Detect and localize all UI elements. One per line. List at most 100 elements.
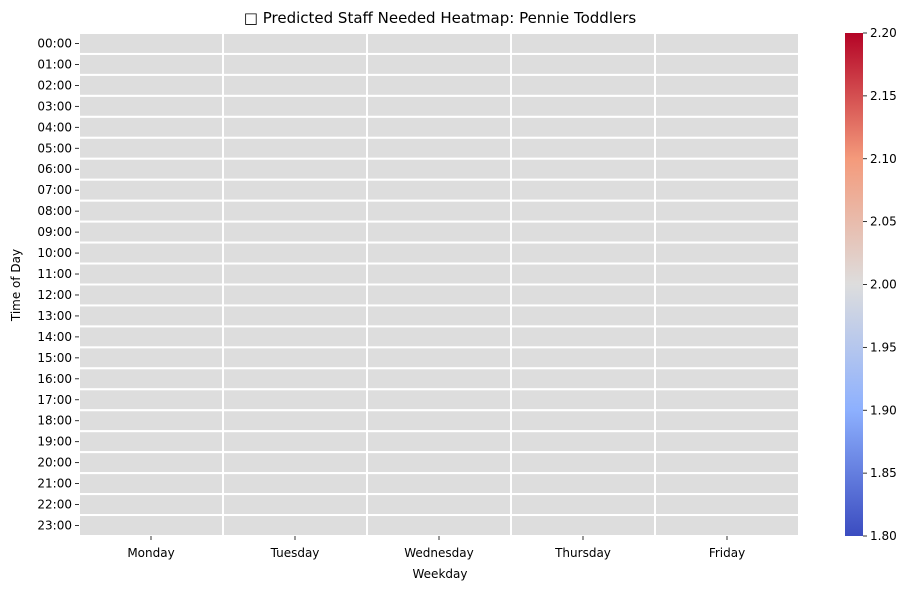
heatmap-cell [78, 472, 224, 496]
heatmap-cell [366, 409, 512, 433]
heatmap-cell [78, 493, 224, 517]
y-axis-label: Time of Day [9, 249, 23, 322]
heatmap-cell [366, 136, 512, 160]
heatmap-cell [222, 220, 368, 244]
heatmap-cell [366, 241, 512, 265]
y-tick-label: 14:00 [37, 330, 72, 344]
y-tick-label: 23:00 [37, 519, 72, 533]
y-tick-label: 19:00 [37, 435, 72, 449]
heatmap-cell [366, 283, 512, 307]
heatmap-cell [510, 388, 656, 412]
heatmap-cell [222, 94, 368, 118]
heatmap-cell [366, 367, 512, 391]
y-tick-label: 02:00 [37, 78, 72, 92]
y-tick-label: 10:00 [37, 246, 72, 260]
heatmap-cell [366, 262, 512, 286]
heatmap-cell [654, 409, 800, 433]
heatmap-cell [78, 325, 224, 349]
y-tick-label: 21:00 [37, 477, 72, 491]
heatmap-cell [654, 136, 800, 160]
heatmap-cell [222, 409, 368, 433]
heatmap-cell [510, 493, 656, 517]
y-tick-label: 01:00 [37, 57, 72, 71]
heatmap-cell [510, 136, 656, 160]
chart-title: □ Predicted Staff Needed Heatmap: Pennie… [244, 9, 637, 27]
heatmap-cell [510, 199, 656, 223]
heatmap-cells [78, 32, 800, 538]
heatmap-cell [366, 94, 512, 118]
heatmap-cell [222, 283, 368, 307]
heatmap-cell [78, 52, 224, 76]
heatmap-cell [654, 430, 800, 454]
heatmap-cell [510, 409, 656, 433]
y-tick-label: 22:00 [37, 498, 72, 512]
colorbar-ticks: 1.80 1.85 1.90 1.95 2.00 2.05 2.10 2.15 2.20 [863, 26, 897, 543]
heatmap-cell [510, 262, 656, 286]
colorbar-tick-label: 1.95 [870, 340, 897, 354]
heatmap-cell [366, 32, 512, 55]
heatmap-cell [510, 283, 656, 307]
heatmap-cell [366, 514, 512, 538]
y-tick-label: 07:00 [37, 183, 72, 197]
heatmap-cell [366, 115, 512, 139]
heatmap-cell [366, 157, 512, 181]
colorbar-tick-label: 1.80 [870, 529, 897, 543]
heatmap-cell [78, 388, 224, 412]
heatmap-cell [510, 472, 656, 496]
y-tick-label: 11:00 [37, 267, 72, 281]
heatmap-cell [222, 32, 368, 55]
heatmap-cell [78, 367, 224, 391]
y-tick-label: 16:00 [37, 372, 72, 386]
heatmap-cell [366, 493, 512, 517]
heatmap-cell [654, 199, 800, 223]
heatmap-cell [510, 514, 656, 538]
heatmap-cell [78, 178, 224, 202]
heatmap-cell [654, 157, 800, 181]
y-tick-label: 04:00 [37, 120, 72, 134]
heatmap-cell [78, 220, 224, 244]
colorbar-tick-label: 1.90 [870, 403, 897, 417]
heatmap-cell [78, 199, 224, 223]
heatmap-cell [222, 514, 368, 538]
heatmap-cell [510, 346, 656, 370]
heatmap-cell [78, 241, 224, 265]
heatmap-cell [366, 451, 512, 475]
colorbar-tick-label: 2.05 [870, 215, 897, 229]
heatmap-cell [78, 73, 224, 97]
heatmap-cell [78, 115, 224, 139]
heatmap-cell [222, 178, 368, 202]
heatmap-cell [78, 430, 224, 454]
heatmap-cell [222, 199, 368, 223]
heatmap-cell [222, 325, 368, 349]
y-tick-label: 06:00 [37, 162, 72, 176]
heatmap-cell [510, 94, 656, 118]
heatmap-cell [654, 94, 800, 118]
y-tick-label: 13:00 [37, 309, 72, 323]
heatmap-cell [510, 32, 656, 55]
heatmap-cell [654, 52, 800, 76]
heatmap-cell [366, 472, 512, 496]
y-tick-label: 12:00 [37, 288, 72, 302]
heatmap-cell [654, 325, 800, 349]
heatmap-cell [222, 346, 368, 370]
y-tick-label: 00:00 [37, 36, 72, 50]
heatmap-cell [222, 262, 368, 286]
heatmap-cell [654, 283, 800, 307]
colorbar-tick-label: 2.15 [870, 89, 897, 103]
heatmap-cell [222, 493, 368, 517]
y-tick-labels: 00:00 01:00 02:00 03:00 04:00 05:00 06:00 07:00… [37, 36, 79, 533]
colorbar-tick-label: 2.20 [870, 26, 897, 40]
heatmap-cell [510, 52, 656, 76]
heatmap-cell [654, 346, 800, 370]
heatmap-cell [510, 367, 656, 391]
heatmap-cell [654, 178, 800, 202]
y-tick-label: 15:00 [37, 351, 72, 365]
heatmap-cell [654, 493, 800, 517]
heatmap-cell [366, 199, 512, 223]
heatmap-cell [366, 388, 512, 412]
colorbar-tick-label: 2.00 [870, 278, 897, 292]
heatmap-cell [366, 178, 512, 202]
heatmap-cell [78, 346, 224, 370]
heatmap-cell [78, 451, 224, 475]
y-tick-label: 18:00 [37, 414, 72, 428]
